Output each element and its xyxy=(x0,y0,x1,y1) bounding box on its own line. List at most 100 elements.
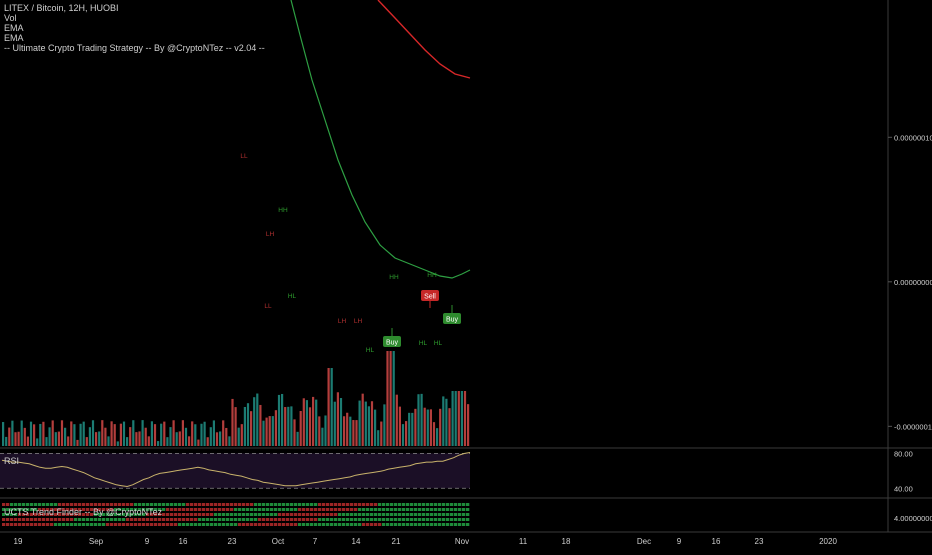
ucts-cell xyxy=(30,513,34,516)
ucts-cell xyxy=(22,508,26,511)
ucts-cell xyxy=(458,513,462,516)
ucts-cell xyxy=(414,523,418,526)
volume-bar xyxy=(296,431,299,446)
ucts-cell xyxy=(450,518,454,521)
volume-bar xyxy=(367,406,370,446)
ucts-cell xyxy=(66,523,70,526)
ucts-cell xyxy=(278,513,282,516)
volume-bar xyxy=(126,437,129,446)
ucts-cell xyxy=(418,503,422,506)
ucts-cell xyxy=(42,503,46,506)
ucts-cell xyxy=(274,518,278,521)
legend-vol[interactable]: Vol xyxy=(4,13,17,23)
ucts-cell xyxy=(214,508,218,511)
volume-bar xyxy=(417,394,420,446)
volume-bar xyxy=(256,393,259,446)
volume-bar xyxy=(222,420,225,446)
ucts-cell xyxy=(194,523,198,526)
ucts-level-label: 4.00000000 xyxy=(894,514,932,523)
ucts-cell xyxy=(74,523,78,526)
volume-bar xyxy=(132,420,135,446)
ucts-cell xyxy=(178,518,182,521)
ucts-cell xyxy=(370,523,374,526)
ucts-cell xyxy=(86,518,90,521)
ucts-cell xyxy=(422,523,426,526)
volume-bar xyxy=(203,421,206,446)
ucts-cell xyxy=(30,508,34,511)
ucts-cell xyxy=(386,508,390,511)
y-tick-label: 0.00000010 xyxy=(894,133,932,142)
rsi-level-label: 80.00 xyxy=(894,449,913,458)
ucts-cell xyxy=(354,508,358,511)
ucts-cell xyxy=(26,518,30,521)
ucts-cell xyxy=(34,513,38,516)
y-tick-label: -0.00000010 xyxy=(894,422,932,431)
ucts-cell xyxy=(6,518,10,521)
chart-legend: LITEX / Bitcoin, 12H, HUOBI Vol EMA EMA … xyxy=(4,3,265,53)
ucts-cell xyxy=(82,523,86,526)
ucts-label[interactable]: UCTS Trend Finder -- By @CryptoNTez xyxy=(4,507,163,517)
ucts-cell xyxy=(302,523,306,526)
legend-ema-1[interactable]: EMA xyxy=(4,23,24,33)
ucts-cell xyxy=(18,503,22,506)
ucts-cell xyxy=(102,513,106,516)
rsi-label[interactable]: RSI xyxy=(4,456,20,466)
ucts-cell xyxy=(126,518,130,521)
ucts-cell xyxy=(290,508,294,511)
ucts-cell xyxy=(414,518,418,521)
volume-bar xyxy=(160,423,163,446)
ucts-cell xyxy=(154,523,158,526)
ucts-cell xyxy=(246,518,250,521)
ucts-cell xyxy=(246,513,250,516)
ucts-cell xyxy=(70,503,74,506)
ucts-cell xyxy=(30,523,34,526)
volume-bar xyxy=(234,407,237,446)
ucts-cell xyxy=(278,508,282,511)
ucts-cell xyxy=(130,513,134,516)
ucts-cell xyxy=(234,503,238,506)
volume-bar xyxy=(423,407,426,446)
ucts-cell xyxy=(158,513,162,516)
ucts-cell xyxy=(26,513,30,516)
ucts-cell xyxy=(402,518,406,521)
ucts-cell xyxy=(390,503,394,506)
ucts-cell xyxy=(238,513,242,516)
ucts-cell xyxy=(338,513,342,516)
ucts-cell xyxy=(250,513,254,516)
volume-bar xyxy=(98,431,101,446)
ucts-cell xyxy=(42,513,46,516)
legend-strategy[interactable]: -- Ultimate Crypto Trading Strategy -- B… xyxy=(4,43,265,53)
ucts-cell xyxy=(134,523,138,526)
ucts-cell xyxy=(342,523,346,526)
ucts-cell xyxy=(118,523,122,526)
ucts-cell xyxy=(134,513,138,516)
ucts-cell xyxy=(98,503,102,506)
ucts-cell xyxy=(14,523,18,526)
ucts-cell xyxy=(302,513,306,516)
ema-lines xyxy=(290,0,471,279)
x-tick-label: 16 xyxy=(179,537,188,546)
volume-bar xyxy=(321,427,324,446)
volume-bar xyxy=(405,421,408,446)
ucts-cell xyxy=(274,523,278,526)
ucts-cell xyxy=(462,523,466,526)
ucts-cell xyxy=(138,523,142,526)
volume-bar xyxy=(374,409,377,446)
volume-bar xyxy=(352,420,355,446)
ucts-cell xyxy=(130,503,134,506)
symbol-title[interactable]: LITEX / Bitcoin, 12H, HUOBI xyxy=(4,3,119,13)
legend-ema-2[interactable]: EMA xyxy=(4,33,24,43)
ucts-cell xyxy=(310,523,314,526)
ucts-cell xyxy=(254,508,258,511)
ucts-cell xyxy=(454,503,458,506)
volume-bar xyxy=(240,424,243,446)
ucts-cell xyxy=(190,513,194,516)
ucts-cell xyxy=(14,508,18,511)
ucts-cell xyxy=(250,523,254,526)
rsi-line xyxy=(1,452,471,488)
ucts-cell xyxy=(122,503,126,506)
x-tick-label: 19 xyxy=(14,537,23,546)
ucts-cell xyxy=(270,523,274,526)
